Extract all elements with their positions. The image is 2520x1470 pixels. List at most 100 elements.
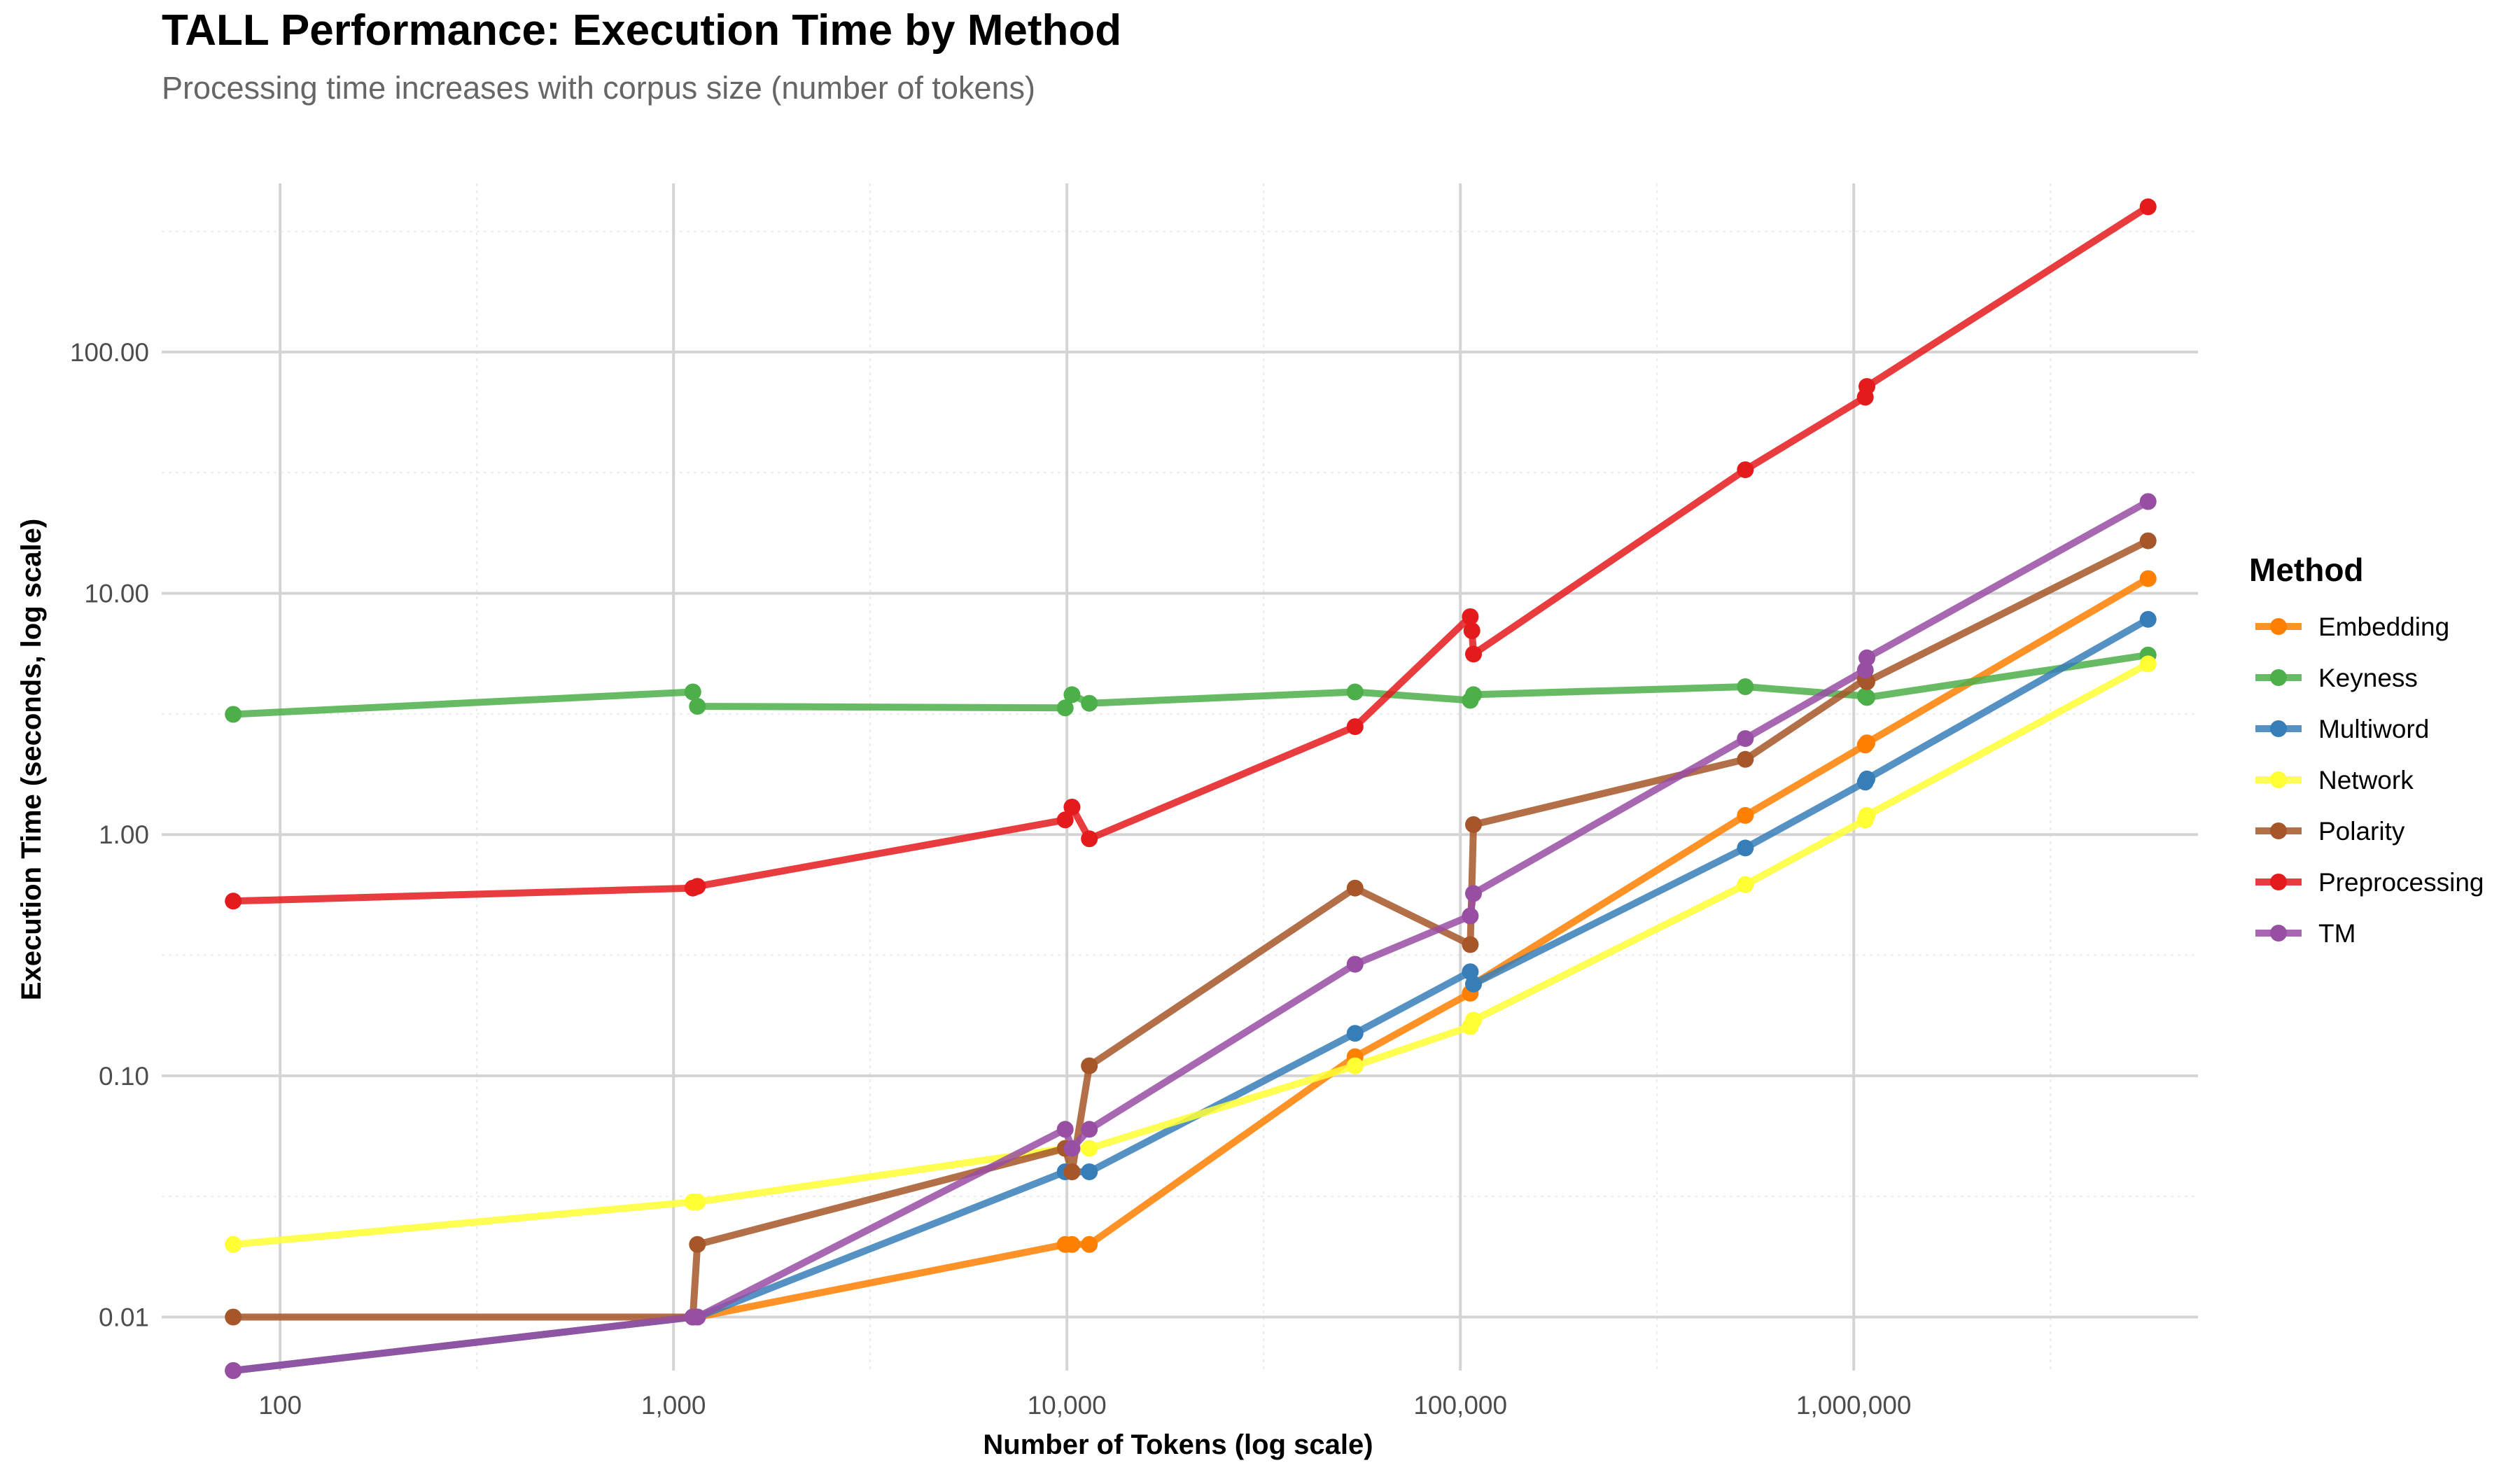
legend-swatch-point: [2270, 771, 2287, 788]
x-tick-label: 100: [258, 1391, 302, 1420]
data-point-polarity: [1346, 879, 1364, 897]
data-point-multiword: [1081, 1163, 1098, 1180]
data-point-tm: [225, 1362, 242, 1379]
data-point-preprocessing: [1063, 799, 1081, 816]
data-point-keyness: [684, 683, 701, 701]
data-point-embedding: [1063, 1236, 1081, 1253]
data-point-keyness: [1081, 694, 1098, 712]
legend-item-tm: TM: [2255, 919, 2356, 948]
data-point-keyness: [225, 706, 242, 723]
data-point-polarity: [1465, 816, 1482, 833]
data-point-embedding: [1081, 1236, 1098, 1253]
data-point-keyness: [1465, 686, 1482, 704]
data-point-tm: [1856, 662, 1874, 679]
legend-label: Preprocessing: [2318, 868, 2484, 897]
data-point-embedding: [2139, 570, 2157, 587]
data-point-network: [1465, 1011, 1482, 1029]
data-point-preprocessing: [1463, 622, 1480, 639]
data-point-multiword: [1465, 975, 1482, 993]
data-point-embedding: [1858, 734, 1875, 752]
data-point-tm: [1056, 1121, 1074, 1138]
series-points: [225, 198, 2157, 1379]
chart-subtitle: Processing time increases with corpus si…: [162, 70, 1036, 106]
legend-item-embedding: Embedding: [2255, 612, 2449, 641]
y-tick-label: 0.10: [99, 1062, 149, 1091]
data-point-polarity: [1462, 936, 1479, 953]
data-point-multiword: [1346, 1025, 1364, 1042]
data-point-network: [225, 1236, 242, 1253]
data-point-network: [2139, 655, 2157, 673]
data-point-embedding: [1737, 806, 1754, 824]
legend-swatch-point: [2270, 669, 2287, 686]
data-point-tm: [1465, 885, 1482, 902]
data-point-keyness: [1737, 678, 1754, 695]
legend-label: TM: [2318, 919, 2356, 948]
data-point-preprocessing: [689, 878, 706, 895]
legend-label: Multiword: [2318, 715, 2429, 743]
data-point-preprocessing: [1346, 718, 1364, 736]
x-axis-title: Number of Tokens (log scale): [983, 1429, 1373, 1460]
data-point-keyness: [1056, 699, 1074, 717]
y-tick-label: 100.00: [70, 338, 149, 367]
y-axis-ticks: 0.01 0.10 1.00 10.00 100.00: [70, 338, 149, 1332]
data-point-tm: [1081, 1121, 1098, 1138]
data-point-polarity: [689, 1236, 706, 1253]
data-point-polarity: [2139, 532, 2157, 550]
legend-label: Network: [2318, 766, 2414, 794]
legend-item-multiword: Multiword: [2255, 715, 2429, 743]
data-point-tm: [2139, 493, 2157, 510]
legend-item-preprocessing: Preprocessing: [2255, 868, 2484, 897]
chart-title: TALL Performance: Execution Time by Meth…: [162, 6, 1122, 55]
data-point-keyness: [1346, 683, 1364, 701]
y-tick-label: 0.01: [99, 1303, 149, 1332]
x-tick-label: 1,000,000: [1796, 1391, 1912, 1420]
data-point-preprocessing: [1465, 645, 1482, 663]
data-point-network: [1081, 1140, 1098, 1157]
data-point-network: [1737, 876, 1754, 893]
data-point-polarity: [1063, 1163, 1081, 1180]
y-axis-title: Execution Time (seconds, log scale): [16, 519, 47, 1000]
data-point-tm: [1858, 649, 1875, 666]
data-point-preprocessing: [1081, 830, 1098, 848]
data-point-preprocessing: [1737, 461, 1754, 479]
legend-item-polarity: Polarity: [2255, 817, 2405, 846]
legend-title: Method: [2249, 552, 2364, 588]
legend-swatch-point: [2270, 618, 2287, 635]
major-gridlines: [162, 183, 2198, 1371]
data-point-multiword: [2139, 610, 2157, 628]
data-point-multiword: [1737, 839, 1754, 857]
data-point-preprocessing: [2139, 198, 2157, 216]
data-point-multiword: [1858, 770, 1875, 788]
data-point-preprocessing: [1462, 608, 1479, 625]
data-point-tm: [1737, 730, 1754, 748]
data-point-polarity: [1081, 1057, 1098, 1074]
legend-label: Embedding: [2318, 612, 2449, 641]
legend-swatch-point: [2270, 822, 2287, 839]
data-point-preprocessing: [1056, 811, 1074, 829]
data-point-network: [1346, 1057, 1364, 1074]
legend-items: Embedding Keyness Multiword Network Polarity…: [2255, 612, 2484, 948]
x-tick-label: 100,000: [1413, 1391, 1507, 1420]
legend-label: Keyness: [2318, 664, 2418, 692]
legend-item-network: Network: [2255, 766, 2414, 794]
x-tick-label: 10,000: [1028, 1391, 1107, 1420]
series-line-tm: [230, 498, 2152, 1374]
y-tick-label: 1.00: [99, 820, 149, 849]
data-point-keyness: [1063, 686, 1081, 704]
y-tick-label: 10.00: [84, 580, 149, 608]
data-point-preprocessing: [225, 892, 242, 910]
data-point-tm: [1462, 907, 1479, 925]
data-point-tm: [1346, 955, 1364, 973]
data-point-network: [1858, 806, 1875, 824]
data-point-network: [689, 1194, 706, 1211]
legend-swatch-point: [2270, 874, 2287, 890]
legend-swatch-point: [2270, 925, 2287, 941]
legend-item-keyness: Keyness: [2255, 664, 2418, 692]
x-tick-label: 1,000: [641, 1391, 706, 1420]
data-point-tm: [689, 1308, 706, 1326]
data-point-polarity: [1737, 750, 1754, 768]
data-point-preprocessing: [1858, 378, 1875, 396]
legend-label: Polarity: [2318, 817, 2405, 846]
legend: Method Embedding Keyness Multiword Network P…: [2249, 552, 2484, 948]
